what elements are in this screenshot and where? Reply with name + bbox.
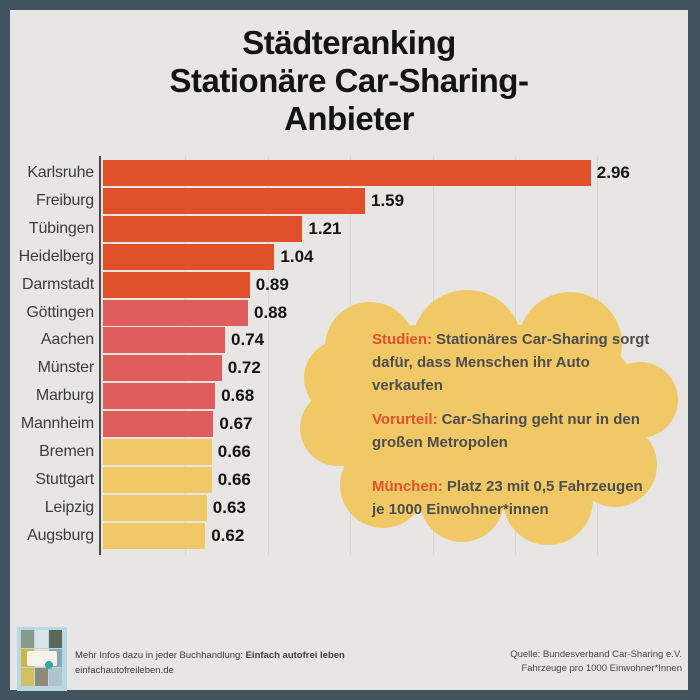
bar-value-label: 0.72 <box>227 358 261 378</box>
bar-category-label: Münster <box>37 359 95 377</box>
page-title: Städteranking Stationäre Car-Sharing- An… <box>10 24 688 138</box>
bar-row: Göttingen 0.88 <box>10 299 688 326</box>
bar-category-label: Freiburg <box>36 191 94 209</box>
footer-website-link[interactable]: einfachautofreileben.de <box>75 665 174 676</box>
bar-row: Augsburg 0.62 <box>10 522 688 549</box>
footer-source-line: Quelle: Bundesverband Car-Sharing e.V. <box>510 649 682 660</box>
bar-category-label: Heidelberg <box>18 247 95 265</box>
bar <box>103 411 214 438</box>
bar <box>103 160 591 186</box>
bar <box>103 327 225 354</box>
bar-value-label: 1.21 <box>308 218 342 238</box>
y-axis-line <box>99 156 101 555</box>
bar-category-label: Aachen <box>40 331 94 349</box>
book-cover <box>17 627 67 691</box>
infographic-canvas: Städteranking Stationäre Car-Sharing- An… <box>10 10 688 691</box>
bar <box>103 271 250 298</box>
title-line-1: Städteranking <box>242 24 456 61</box>
book-cover-photo <box>49 668 62 686</box>
bar-value-label: 0.68 <box>221 386 255 406</box>
bar-value-label: 2.96 <box>596 163 630 182</box>
bar-row: Heidelberg 1.04 <box>10 243 688 270</box>
bar-row: Karlsruhe 2.96 <box>10 160 688 186</box>
bar <box>103 522 206 549</box>
footer-source: Quelle: Bundesverband Car-Sharing e.V. F… <box>510 648 682 676</box>
bar <box>103 243 275 270</box>
bar <box>103 494 207 521</box>
book-cover-photo <box>35 630 48 648</box>
footer-info-prefix: Mehr Infos dazu in jeder Buchhandlung: <box>75 650 246 661</box>
bar-row: Münster 0.72 <box>10 355 688 382</box>
bar-value-label: 0.89 <box>255 274 289 294</box>
footer-info-line: Mehr Infos dazu in jeder Buchhandlung: E… <box>75 648 345 663</box>
bar-row: Freiburg 1.59 <box>10 187 688 214</box>
bar-category-label: Mannheim <box>20 415 94 433</box>
bar <box>103 187 365 214</box>
bar-value-label: 1.59 <box>371 190 405 210</box>
book-cover-photo <box>21 668 34 686</box>
bar-category-label: Leipzig <box>44 498 95 516</box>
bar-value-label: 0.74 <box>231 330 265 350</box>
book-cover-badge <box>45 661 53 669</box>
bar-value-label: 0.63 <box>212 497 246 517</box>
bar-row: Aachen 0.74 <box>10 327 688 354</box>
footer-unit-line: Fahrzeuge pro 1000 Einwohner*Innen <box>521 663 682 674</box>
book-cover-photo <box>49 630 62 648</box>
bar-category-label: Tübingen <box>28 219 94 237</box>
bar-category-label: Göttingen <box>26 303 94 321</box>
bar-value-label: 0.88 <box>254 302 288 322</box>
bar-value-label: 0.66 <box>217 469 251 489</box>
bar-row: Tübingen 1.21 <box>10 215 688 242</box>
bar-row: Mannheim 0.67 <box>10 411 688 438</box>
bar-category-label: Augsburg <box>27 526 94 544</box>
bar <box>103 439 212 465</box>
bar-value-label: 0.62 <box>211 525 245 545</box>
book-cover-photo <box>21 630 34 648</box>
bar-row: Stuttgart 0.66 <box>10 466 688 493</box>
bar <box>103 466 212 493</box>
bar-category-label: Marburg <box>35 387 94 405</box>
bar-row: Marburg 0.68 <box>10 383 688 410</box>
bar <box>103 383 216 410</box>
title-line-3: Anbieter <box>284 100 414 137</box>
bar-chart: Karlsruhe 2.96 Freiburg 1.59 Tübingen 1.21 Hei… <box>10 10 688 690</box>
bar-value-label: 0.66 <box>217 442 251 461</box>
bar <box>103 215 303 242</box>
bar <box>103 355 222 382</box>
bar-row: Bremen 0.66 <box>10 439 688 465</box>
bar-value-label: 0.67 <box>219 414 253 434</box>
bar-value-label: 1.04 <box>280 246 314 266</box>
bar <box>103 299 248 326</box>
bar-category-label: Bremen <box>39 443 94 460</box>
bar-row: Darmstadt 0.89 <box>10 271 688 298</box>
bar-category-label: Darmstadt <box>22 275 94 293</box>
footer-left: Mehr Infos dazu in jeder Buchhandlung: E… <box>75 648 345 678</box>
gridline <box>268 156 269 555</box>
bar-category-label: Karlsruhe <box>27 164 94 181</box>
title-line-2: Stationäre Car-Sharing- <box>169 62 529 99</box>
bar-category-label: Stuttgart <box>35 470 94 488</box>
bar-row: Leipzig 0.63 <box>10 494 688 521</box>
book-cover-photo <box>35 668 48 686</box>
footer-book-title: Einfach autofrei leben <box>245 650 345 661</box>
